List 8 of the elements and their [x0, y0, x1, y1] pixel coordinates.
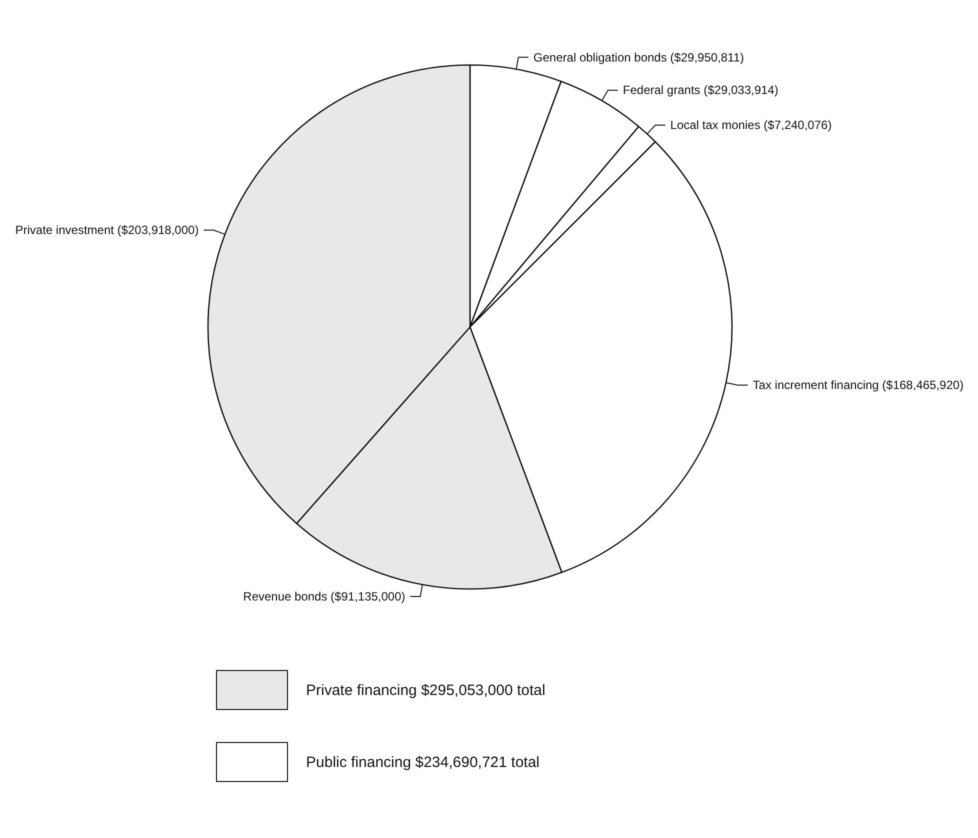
slice-label: Revenue bonds ($91,135,000)	[243, 589, 406, 604]
slice-label: Tax increment financing ($168,465,920)	[752, 378, 964, 392]
text: Public financing $234,690,721 total	[306, 754, 540, 770]
slice-label: Private investment ($203,918,000)	[15, 223, 199, 238]
text: Private financing $295,053,000 total	[306, 682, 546, 698]
slice-label: Federal grants ($29,033,914)	[622, 83, 778, 98]
slice-label: Local tax monies ($7,240,076)	[670, 118, 832, 132]
slice-label: General obligation bonds ($29,950,811)	[533, 50, 744, 64]
